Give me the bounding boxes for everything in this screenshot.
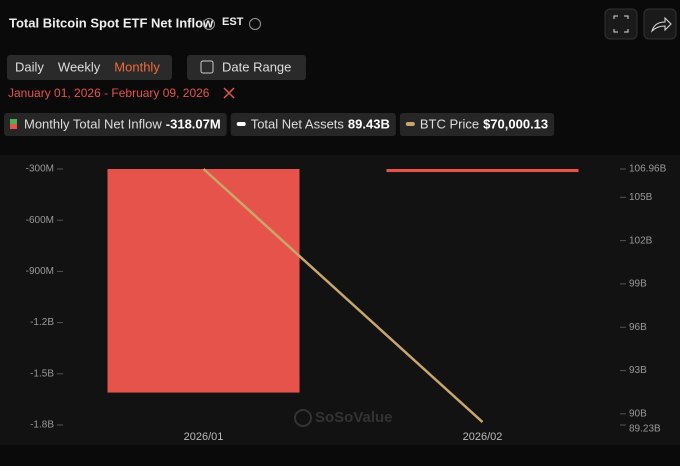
fullscreen-icon <box>613 15 629 33</box>
timezone[interactable]: EST <box>222 16 244 28</box>
date-range: January 01, 2026 - February 09, 2026 <box>8 86 210 100</box>
legend-value: $70,000.13 <box>483 116 548 131</box>
y2-tick-label: 93B <box>629 365 647 376</box>
x-tick-label: 2026/01 <box>184 431 224 443</box>
y2-tick-label: 106.96B <box>629 164 667 175</box>
legend-label: BTC Price <box>420 116 479 131</box>
legend-chip <box>4 113 227 136</box>
date-range-label: Date Range <box>222 59 291 74</box>
y2-tick-label: 96B <box>629 322 647 333</box>
y-tick-label: -600M <box>26 215 54 226</box>
legend-swatch <box>236 122 246 126</box>
fullscreen-button[interactable] <box>604 8 638 40</box>
watermark-logo <box>294 409 312 427</box>
y2-tick-label: 99B <box>629 279 647 290</box>
y-tick-label: -300M <box>26 164 54 175</box>
tab[interactable]: Monthly <box>114 59 160 74</box>
y-tick-label: -1.2B <box>30 317 54 328</box>
y-tick-label: -1.5B <box>30 368 54 379</box>
clear-icon[interactable] <box>223 87 235 99</box>
y2-tick-label: 105B <box>629 192 653 203</box>
line <box>202 168 484 424</box>
share-icon <box>650 16 672 33</box>
legend-swatch <box>10 124 17 129</box>
y2-tick-label: 102B <box>629 235 653 246</box>
info-icon[interactable] <box>203 18 215 30</box>
legend-swatch <box>405 122 415 126</box>
legend-item: Total Net Assets 89.43B <box>230 113 396 136</box>
legend-value: 89.43B <box>348 116 390 131</box>
tab[interactable]: Weekly <box>58 59 101 74</box>
legend-item: BTC Price $70,000.13 <box>399 113 555 136</box>
legend-value: -318.07M <box>166 116 221 131</box>
y2-tick-label: 89.23B <box>629 424 661 435</box>
legend-chip <box>399 113 555 136</box>
y2-tick-label: 90B <box>629 409 647 420</box>
watermark: SoSoValue <box>315 409 393 426</box>
info-icon[interactable] <box>249 18 261 30</box>
legend-label: Total Net Assets <box>251 116 345 131</box>
title: Total Bitcoin Spot ETF Net Inflow <box>9 15 214 30</box>
legend-label: Monthly Total Net Inflow <box>24 116 162 131</box>
bar <box>107 169 300 393</box>
y-tick-label: -900M <box>26 266 54 277</box>
y-tick-label: -1.8B <box>30 420 54 431</box>
x-tick-label: 2026/02 <box>463 431 503 443</box>
tab[interactable]: Daily <box>15 59 44 74</box>
date-range-button[interactable] <box>187 55 306 80</box>
tab-group <box>7 55 172 80</box>
legend-chip <box>230 113 396 136</box>
calendar-icon <box>200 60 214 74</box>
bar <box>386 169 579 173</box>
legend-item: Monthly Total Net Inflow -318.07M <box>4 113 227 136</box>
plot-panel <box>0 155 680 445</box>
